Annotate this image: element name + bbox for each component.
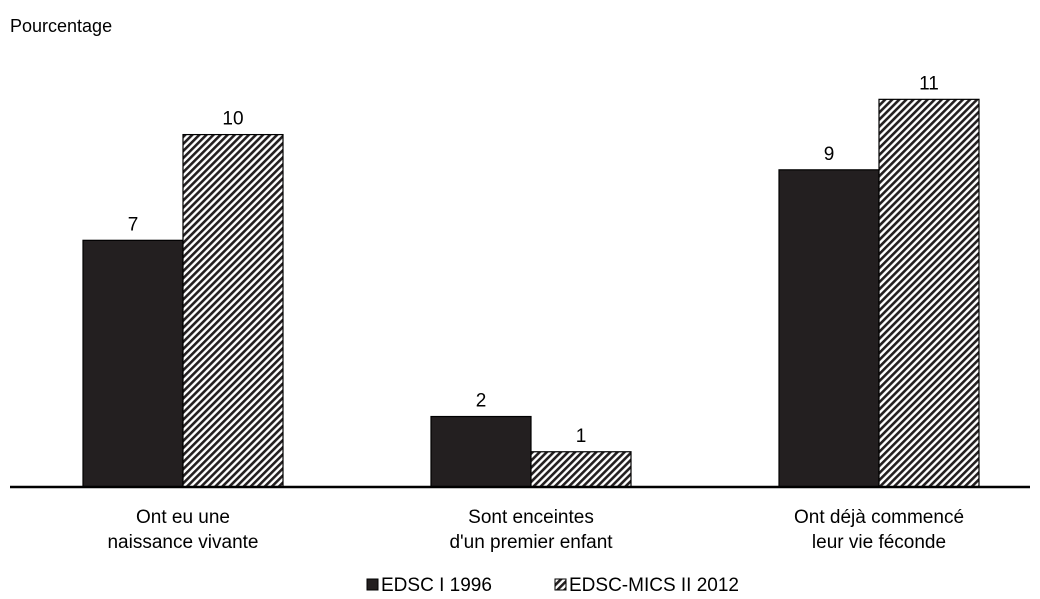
legend-swatch-2012 (554, 578, 567, 591)
bar-2012-1 (182, 133, 284, 488)
category-label-3-line-1: Ont déjà commencé (794, 507, 964, 528)
bar-1996-2 (430, 415, 532, 488)
bar-1996-1 (82, 239, 184, 488)
data-label-1996-3: 9 (824, 144, 835, 165)
category-labels-group: Ont eu une naissance vivante Sont enceinte… (107, 507, 964, 553)
data-label-2012-1: 10 (222, 109, 243, 130)
data-label-1996-1: 7 (128, 214, 139, 235)
bars-group (82, 98, 980, 488)
bar-2012-3 (878, 98, 980, 488)
bar-2012-2 (530, 451, 632, 488)
legend: EDSC I 1996 EDSC-MICS II 2012 (366, 575, 739, 596)
legend-swatch-1996 (366, 578, 379, 591)
category-label-2-line-2: d'un premier enfant (449, 532, 613, 553)
data-label-2012-3: 11 (919, 73, 939, 94)
category-label-1-line-1: Ont eu une (136, 507, 230, 528)
data-label-2012-2: 1 (576, 426, 587, 447)
category-label-3-line-2: leur vie féconde (812, 532, 946, 553)
category-label-1-line-2: naissance vivante (107, 532, 258, 553)
data-label-1996-2: 2 (476, 391, 487, 412)
bar-1996-3 (778, 169, 880, 488)
legend-label-2012: EDSC-MICS II 2012 (569, 575, 739, 596)
y-axis-label: Pourcentage (10, 16, 112, 36)
legend-label-1996: EDSC I 1996 (381, 575, 492, 596)
category-label-2-line-1: Sont enceintes (468, 507, 594, 528)
data-labels-group: 7 10 2 1 9 11 (128, 73, 939, 446)
